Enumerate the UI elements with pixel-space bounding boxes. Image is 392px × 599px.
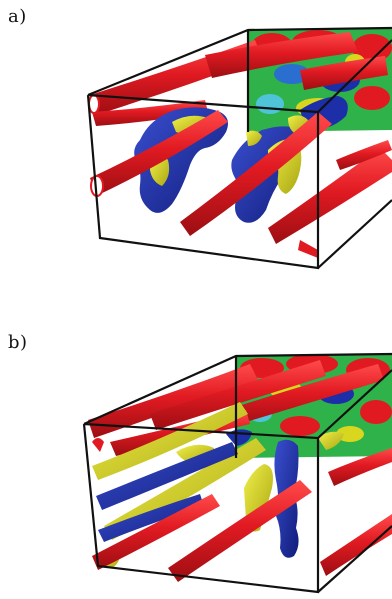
panel-a [0, 0, 392, 290]
red-vortex-tubes-front [88, 94, 392, 258]
panel-a-volume-render [86, 26, 392, 270]
panel-b-volume-render [82, 352, 392, 594]
bounding-box-frame [86, 26, 392, 270]
panel-b-label: b) [8, 332, 28, 353]
red-vortex-tubes-front [92, 438, 392, 582]
panel-a-label: a) [8, 6, 27, 27]
bounding-box-frame [82, 352, 392, 594]
panel-b [0, 330, 392, 599]
